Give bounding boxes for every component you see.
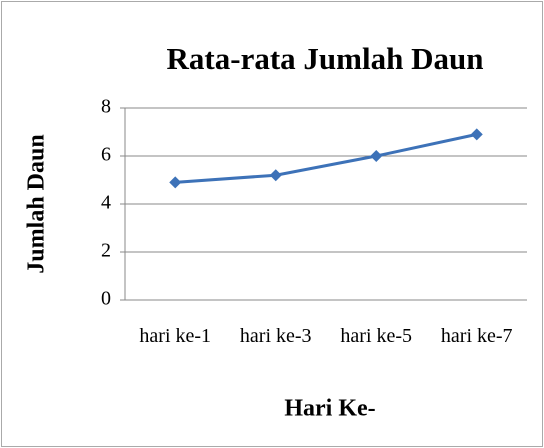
line	[175, 132, 478, 184]
y-tick-label: 6	[101, 144, 111, 166]
y-tick-label: 0	[101, 288, 111, 310]
y-tick-label: 8	[101, 96, 111, 118]
marker	[370, 150, 383, 162]
marker	[269, 169, 282, 182]
y-tick-label: 2	[101, 240, 111, 262]
x-tick-label: hari ke-5	[340, 325, 413, 347]
marker	[470, 128, 483, 141]
x-tick-label: hari ke-7	[440, 325, 513, 347]
marker	[169, 176, 182, 189]
x-tick-label: hari ke-3	[239, 325, 312, 347]
x-axis-title: Hari Ke-	[284, 396, 375, 422]
y-tick-label: 4	[101, 192, 111, 214]
chart-title: Rata-rata Jumlah Daun	[167, 41, 484, 76]
y-axis-title: Jumlah Daun	[24, 134, 50, 273]
x-tick-label: hari ke-1	[139, 325, 212, 347]
